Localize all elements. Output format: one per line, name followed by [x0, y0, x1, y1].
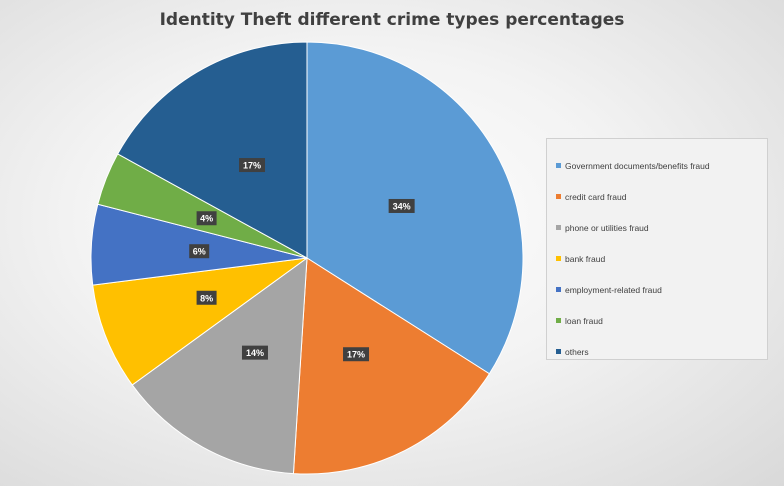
legend-swatch [556, 256, 561, 261]
legend-item-bank-fraud: bank fraud [547, 243, 767, 274]
legend-swatch [556, 318, 561, 323]
data-label-text: 4% [200, 214, 213, 224]
data-label-text: 6% [193, 247, 206, 257]
data-label-box [196, 290, 217, 305]
pie-slice-government-documents-benefits-fraud [306, 41, 524, 375]
data-label-phone-or-utilities-fraud: 14% [241, 345, 268, 360]
legend-item-employment-related-fraud: employment-related fraud [547, 274, 767, 305]
legend-label: Government documents/benefits fraud [565, 160, 710, 171]
legend-label: credit card fraud [565, 191, 627, 202]
legend-swatch [556, 349, 561, 354]
data-label-box [189, 244, 210, 259]
legend-label: bank fraud [565, 253, 606, 264]
data-label-box [241, 345, 268, 360]
data-label-box [196, 211, 217, 226]
data-label-text: 8% [200, 293, 213, 303]
data-label-box [239, 158, 266, 173]
pie-slice-phone-or-utilities-fraud [131, 256, 308, 475]
legend-swatch [556, 163, 561, 168]
legend-swatch [556, 287, 561, 292]
data-label-government-documents-benefits-fraud: 34% [388, 198, 415, 213]
data-label-others: 17% [239, 158, 266, 173]
data-label-loan-fraud: 4% [196, 211, 217, 226]
data-label-text: 17% [347, 350, 365, 360]
data-label-text: 34% [393, 201, 411, 211]
legend-label: loan fraud [565, 315, 603, 326]
data-label-box [388, 198, 415, 213]
legend-label: phone or utilities fraud [565, 222, 649, 233]
pie-slice-credit-card-fraud [292, 257, 491, 475]
data-label-credit-card-fraud: 17% [343, 347, 370, 362]
pie-slice-bank-fraud [92, 257, 308, 386]
data-label-employment-related-fraud: 6% [189, 244, 210, 259]
pie-slice-others [117, 41, 308, 259]
data-label-box [343, 347, 370, 362]
legend-swatch [556, 225, 561, 230]
data-label-text: 14% [246, 348, 264, 358]
chart-title: Identity Theft different crime types per… [159, 10, 625, 30]
legend-label: employment-related fraud [565, 284, 662, 295]
legend-item-credit-card-fraud: credit card fraud [547, 181, 767, 212]
data-label-text: 17% [243, 161, 261, 171]
data-label-bank-fraud: 8% [196, 290, 217, 305]
legend-item-others: others [547, 336, 767, 367]
legend-item-loan-fraud: loan fraud [547, 305, 767, 336]
legend-swatch [556, 194, 561, 199]
legend: Government documents/benefits fraud credi… [546, 138, 768, 360]
legend-label: others [565, 346, 589, 357]
legend-item-phone-or-utilities-fraud: phone or utilities fraud [547, 212, 767, 243]
legend-item-government-documents-benefits-fraud: Government documents/benefits fraud [547, 150, 767, 181]
